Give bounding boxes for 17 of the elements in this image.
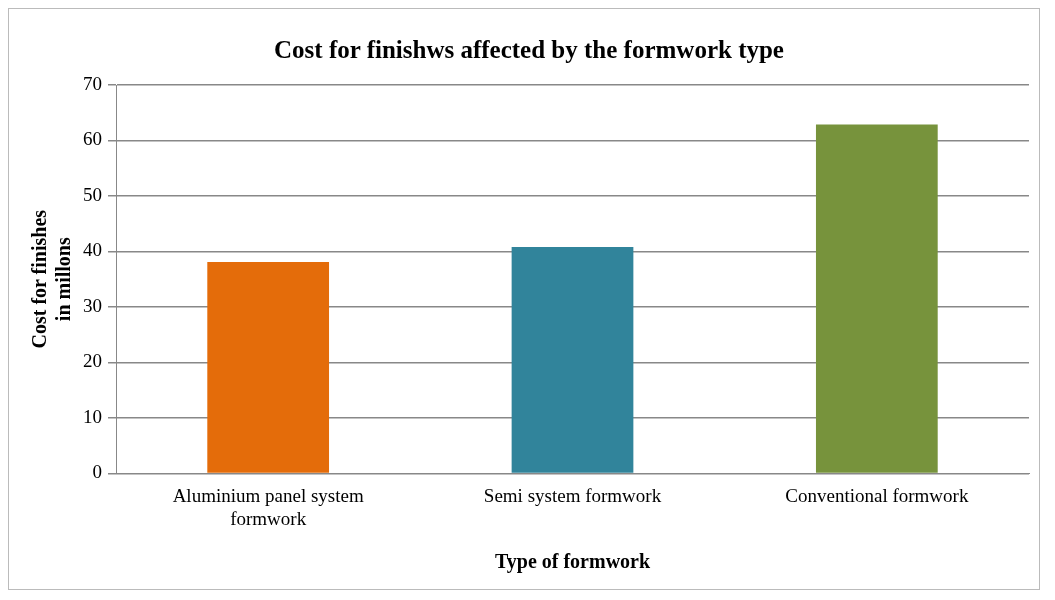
y-tick-label: 30	[83, 294, 102, 316]
x-tick-label: Aluminium panel system formwork	[172, 484, 364, 529]
y-axis-title: Cost for finishes in millons	[28, 209, 75, 349]
x-tick-label: Conventional formwork	[785, 484, 969, 506]
y-tick-label: 50	[83, 183, 102, 205]
y-tick-label: 40	[83, 239, 102, 261]
bar	[815, 124, 938, 473]
y-tick-label: 20	[83, 350, 102, 372]
x-tick-label: Semi system formwork	[483, 484, 662, 506]
y-tick-label: 0	[92, 461, 102, 483]
y-tick-label: 10	[83, 405, 102, 427]
bar	[207, 262, 330, 473]
y-tick-label: 60	[83, 128, 102, 150]
chart-title: Cost for finishws affected by the formwork type	[274, 36, 784, 64]
x-axis-title: Type of formwork	[494, 550, 651, 574]
y-tick-label: 70	[83, 72, 102, 94]
bar	[511, 247, 634, 473]
